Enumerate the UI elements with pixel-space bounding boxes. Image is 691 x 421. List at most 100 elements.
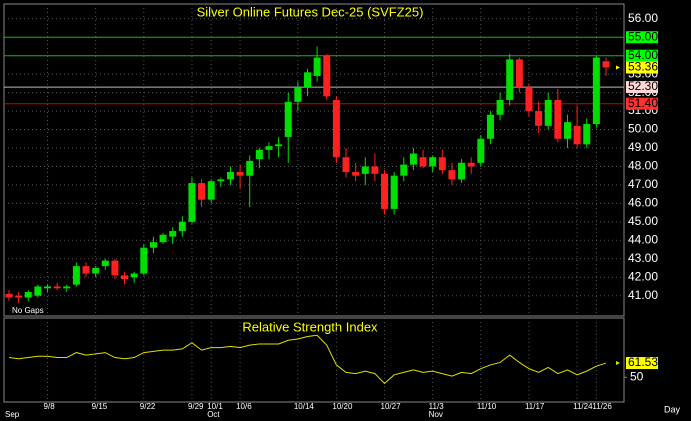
- y-tick-label: 49.00: [628, 140, 658, 154]
- candle-body: [121, 275, 129, 280]
- x-tick-label: 10/6: [236, 402, 252, 411]
- candle-body: [159, 234, 167, 243]
- candle-body: [563, 122, 571, 139]
- rsi-last-box: [626, 357, 658, 370]
- level-box: [626, 31, 658, 44]
- y-tick-label: 43.00: [628, 251, 658, 265]
- candle-body: [72, 266, 80, 285]
- candle-body: [294, 87, 302, 102]
- candle-body: [236, 172, 244, 176]
- level-box: [626, 81, 658, 94]
- x-tick-label: 11/24: [573, 402, 593, 411]
- x-tick-label: 10/14: [294, 402, 315, 411]
- candle-body: [525, 87, 533, 112]
- level-label: 55.00: [628, 29, 658, 43]
- candle-body: [429, 157, 437, 167]
- level-label: 51.40: [628, 96, 658, 110]
- candle-body: [592, 57, 600, 124]
- candle-body: [467, 162, 475, 167]
- x-tick-label: 9/29: [188, 402, 204, 411]
- candle-body: [24, 292, 32, 298]
- last-box: [626, 61, 658, 74]
- candle-body: [53, 286, 61, 289]
- candle-body: [496, 100, 504, 115]
- x-tick-label: 11/26: [592, 402, 612, 411]
- candle-body: [207, 181, 215, 200]
- candle-body: [304, 72, 311, 88]
- candle-body: [149, 242, 157, 248]
- candle-body: [352, 172, 360, 176]
- y-tick-label: 41.00: [628, 288, 658, 302]
- last-label: 53.36: [628, 60, 658, 74]
- candle-body: [101, 260, 109, 267]
- candle-body: [226, 172, 234, 180]
- candle-body: [284, 101, 292, 137]
- candle-body: [419, 157, 427, 167]
- rsi-panel: [3, 317, 625, 403]
- x-tick-label: 10/20: [332, 402, 353, 411]
- x-tick-label: 11/17: [525, 402, 545, 411]
- x-tick-label: 11/10: [477, 402, 497, 411]
- y-tick-label: 45.00: [628, 214, 658, 228]
- candle-body: [438, 157, 446, 171]
- candle-body: [92, 268, 100, 274]
- candle-body: [5, 293, 13, 298]
- candle-body: [390, 175, 398, 209]
- candle-body: [63, 286, 71, 289]
- x-axis-label: Day: [664, 404, 681, 414]
- x-tick-label: 11/3: [429, 402, 445, 411]
- candle-body: [217, 179, 225, 182]
- level-box: [626, 97, 658, 110]
- x-tick-label: 9/15: [92, 402, 108, 411]
- candle-body: [583, 124, 591, 145]
- level-label: 52.30: [628, 79, 658, 93]
- y-tick-label: 48.00: [628, 159, 658, 173]
- y-tick-label: 44.00: [628, 232, 658, 246]
- candle-body: [323, 55, 331, 97]
- candle-body: [82, 266, 90, 274]
- candle-body: [448, 170, 456, 180]
- candle-body: [342, 157, 350, 172]
- candle-body: [265, 146, 273, 150]
- y-tick-label: 47.00: [628, 177, 658, 191]
- price-panel: [3, 3, 625, 317]
- month-label: Nov: [429, 410, 443, 419]
- candle-body: [477, 138, 485, 163]
- candle-body: [140, 247, 148, 274]
- candle-body: [544, 100, 552, 126]
- rsi-title: Relative Strength Index: [242, 319, 378, 334]
- candle-body: [486, 114, 494, 139]
- candle-body: [602, 61, 610, 68]
- candle-body: [44, 286, 52, 289]
- x-tick-label: 9/22: [140, 402, 156, 411]
- rsi-last-label: 61.53: [628, 355, 658, 369]
- candle-body: [573, 125, 581, 145]
- candle-body: [332, 100, 340, 158]
- candle-body: [178, 221, 186, 232]
- y-tick-label: 42.00: [628, 269, 658, 283]
- candle-body: [409, 153, 417, 165]
- candle-body: [458, 162, 466, 180]
- candle-body: [198, 183, 206, 200]
- candle-body: [381, 173, 389, 209]
- x-tick-label: 10/27: [381, 402, 402, 411]
- rsi-tick-label: 50: [630, 369, 644, 383]
- candle-body: [169, 231, 177, 237]
- month-label: Oct: [207, 410, 220, 419]
- y-tick-label: 56.00: [628, 11, 658, 25]
- level-box: [626, 49, 658, 62]
- candle-body: [255, 149, 263, 160]
- candle-body: [188, 183, 196, 222]
- candle-body: [506, 59, 514, 100]
- candle-body: [15, 295, 23, 298]
- y-tick-label: 50.00: [628, 122, 658, 136]
- rsi-line: [8, 334, 607, 385]
- note: No Gaps: [12, 306, 44, 315]
- month-label: Sep: [5, 410, 20, 419]
- rsi-last-marker: [616, 361, 620, 366]
- candle-body: [275, 144, 283, 147]
- candle-body: [535, 111, 543, 126]
